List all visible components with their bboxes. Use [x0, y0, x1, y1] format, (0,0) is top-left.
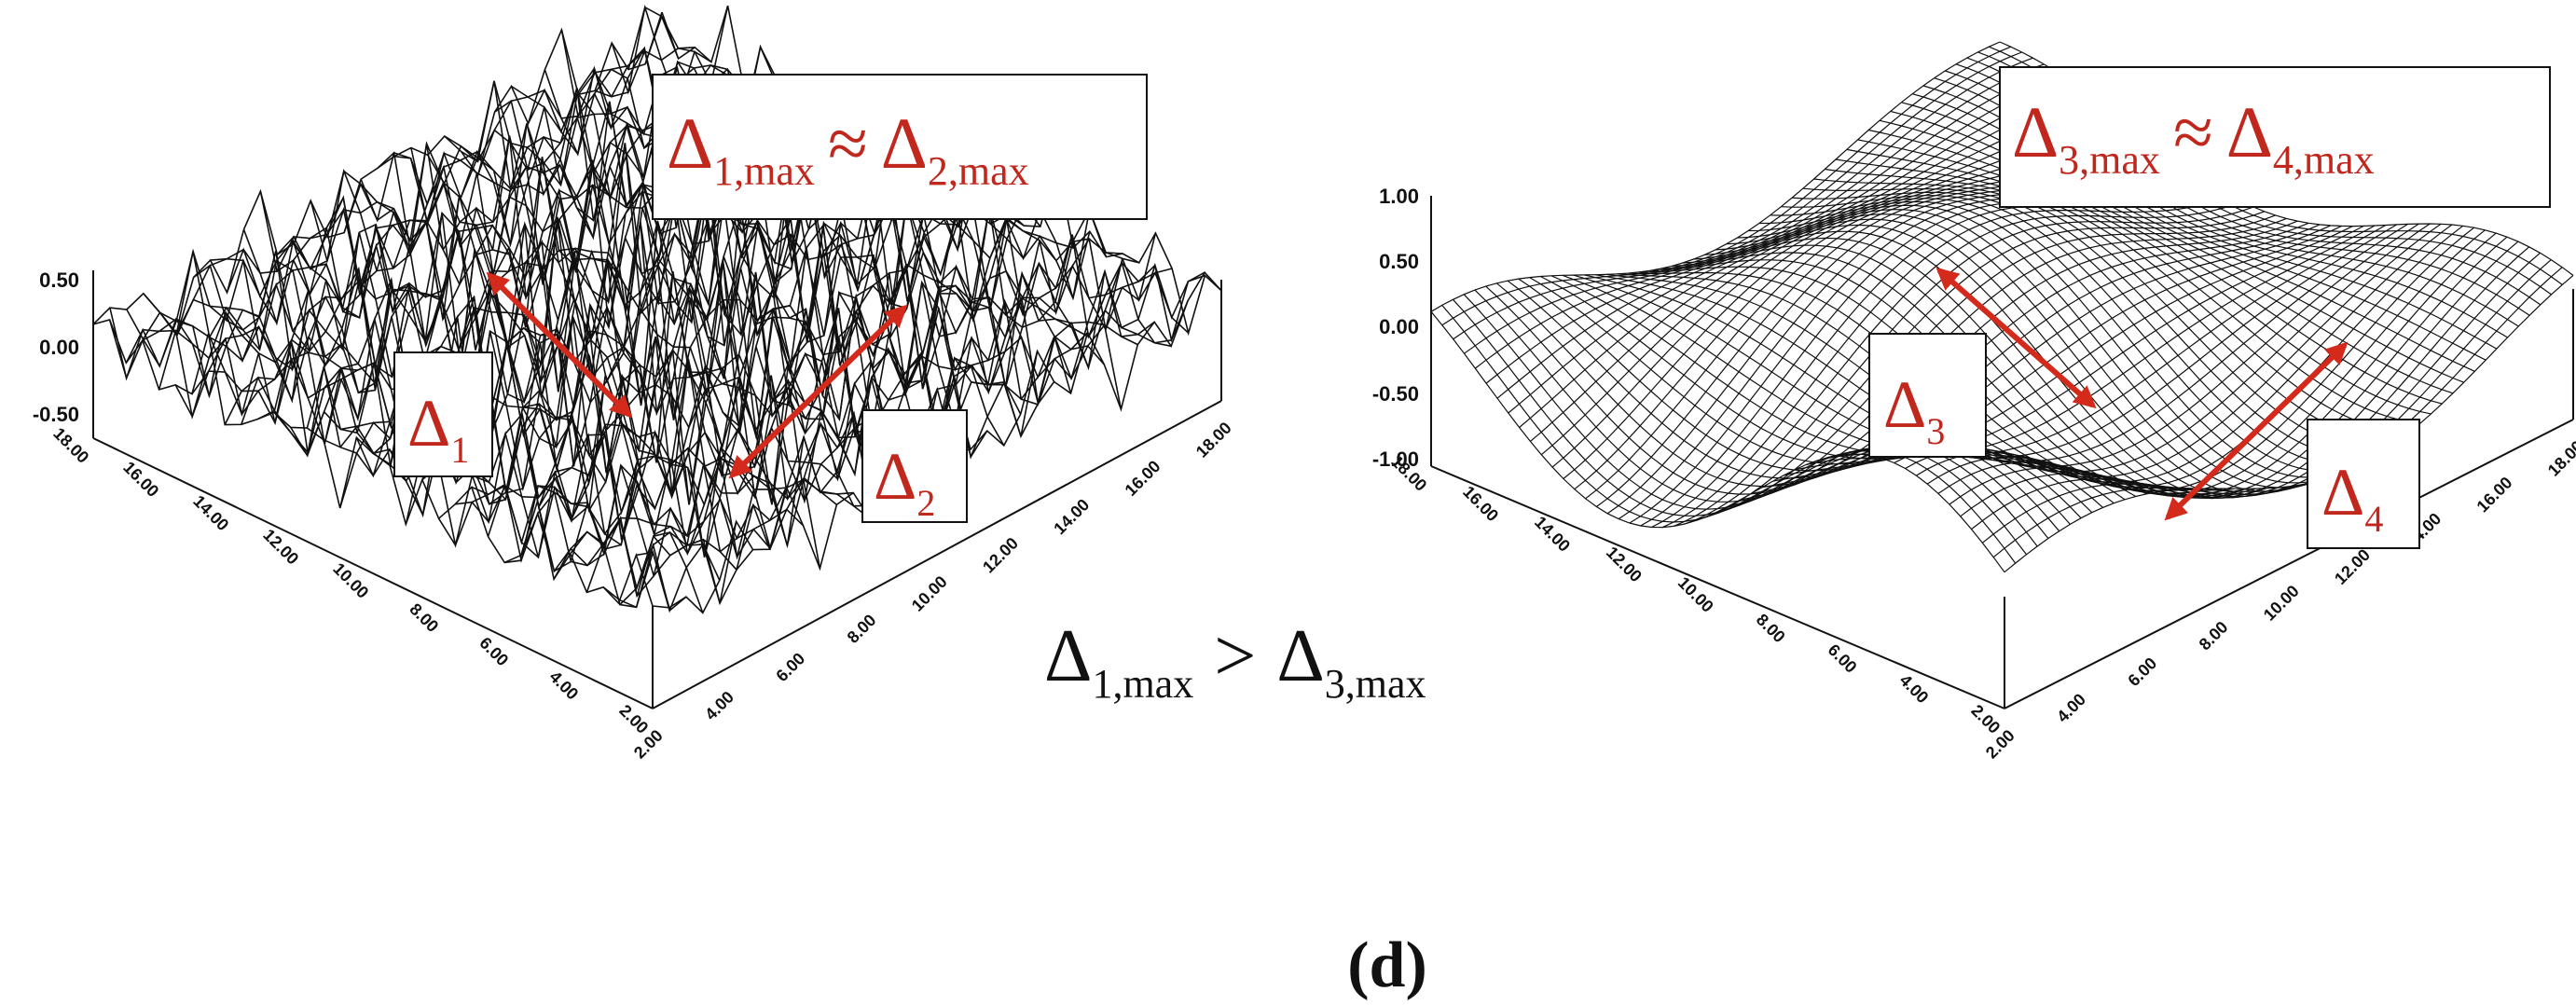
- axis-tick-label: 12.00: [979, 533, 1022, 576]
- mesh-line: [1937, 236, 2508, 499]
- mesh-line: [476, 101, 1039, 437]
- svg-text:Δ2: Δ2: [874, 439, 935, 524]
- left-delta1-arrow: [486, 271, 633, 419]
- mesh-line: [1890, 110, 2464, 383]
- mesh-line: [1453, 51, 2022, 340]
- comparison-equation: Δ1,max > Δ3,max: [1044, 615, 1426, 707]
- mesh-line: [1441, 46, 2012, 326]
- right-delta4-label: Δ4: [2307, 419, 2420, 549]
- mesh-line: [1772, 225, 2342, 482]
- axis-tick-label: 18.00: [1192, 419, 1235, 461]
- right-z-tick: -0.50: [1372, 382, 1419, 406]
- svg-text:Δ1: Δ1: [407, 386, 469, 471]
- mesh-line: [1485, 70, 2056, 384]
- axis-tick-label: 14.00: [189, 491, 232, 534]
- axis-tick-label: 10.00: [1674, 573, 1717, 616]
- svg-text:Δ3: Δ3: [1883, 367, 1945, 452]
- axis-tick-label: 6.00: [2124, 654, 2160, 690]
- mesh-line: [1508, 85, 2077, 414]
- right-delta3-label: Δ3: [1868, 333, 1987, 458]
- right-delta3-arrow: [1935, 267, 2097, 409]
- axis-tick-label: 14.00: [1050, 495, 1093, 538]
- axis-tick-label: 18.00: [2544, 437, 2576, 480]
- mesh-line: [158, 6, 729, 399]
- mesh-line: [1519, 92, 2088, 428]
- right-right-axis-ticks: 2.004.006.008.0010.0012.0014.0016.0018.0…: [1982, 437, 2576, 763]
- axis-tick-label: 14.00: [1531, 513, 1574, 556]
- mesh-line: [2004, 274, 2574, 573]
- axis-tick-label: 16.00: [2473, 473, 2516, 516]
- mesh-line: [1662, 195, 2232, 529]
- panel-right: 1.00 0.50 0.00 -0.50 -1.00 18.00 16.00 14.…: [1372, 41, 2576, 763]
- mesh-line: [1430, 41, 2001, 312]
- mesh-line: [1464, 57, 2033, 354]
- axis-tick-label: 6.00: [772, 649, 808, 685]
- mesh-line: [92, 11, 663, 337]
- axis-tick-label: 10.00: [329, 559, 372, 602]
- figure-caption: (d): [1347, 929, 1427, 1001]
- left-z-tick: 0.00: [39, 336, 79, 359]
- right-z-tick: 0.50: [1379, 250, 1419, 273]
- axis-tick-label: 10.00: [2260, 582, 2303, 625]
- axis-tick-label: 12.00: [2331, 545, 2374, 588]
- right-z-tick: 1.00: [1379, 185, 1419, 208]
- mesh-line: [1573, 274, 2147, 495]
- mesh-line: [1901, 102, 2475, 372]
- mesh-line: [1879, 119, 2454, 394]
- axis-tick-label: 12.00: [1603, 543, 1646, 585]
- left-delta2-arrow: [728, 304, 908, 479]
- mesh-line: [125, 47, 696, 368]
- axis-tick-label: 16.00: [119, 458, 162, 501]
- axis-tick-label: 16.00: [1122, 457, 1164, 500]
- axis-tick-label: 10.00: [908, 572, 951, 615]
- left-delta2-label: Δ2: [861, 409, 968, 524]
- right-delta4-arrow: [2164, 341, 2349, 521]
- right-z-axis: 1.00 0.50 0.00 -0.50 -1.00: [1372, 185, 1432, 471]
- axis-tick-label: 12.00: [259, 526, 302, 569]
- right-left-axis-ticks: 18.0016.0014.0012.0010.008.006.004.002.0…: [1387, 452, 2004, 737]
- axis-tick-label: 16.00: [1459, 482, 1502, 525]
- right-base-box: [1430, 289, 2574, 709]
- svg-text:Δ4: Δ4: [2321, 455, 2383, 540]
- left-equation: Δ1,max ≈ Δ2,max: [667, 103, 1029, 194]
- right-z-tick: 0.00: [1379, 315, 1419, 338]
- mesh-line: [1673, 201, 2243, 527]
- left-z-axis: 0.50 0.00 -0.50: [33, 268, 94, 438]
- mesh-line: [494, 87, 1055, 406]
- mesh-line: [108, 6, 680, 380]
- right-surface-mesh: [1430, 41, 2574, 573]
- right-equation: Δ3,max ≈ Δ4,max: [2012, 91, 2375, 183]
- mesh-line: [1496, 77, 2067, 399]
- axis-tick-label: 18.00: [49, 424, 92, 467]
- axis-tick-label: 4.00: [2053, 690, 2089, 726]
- left-equation-box: Δ1,max ≈ Δ2,max: [652, 74, 1148, 220]
- left-delta1-label: Δ1: [393, 351, 493, 477]
- left-z-tick: 0.50: [39, 268, 79, 292]
- left-z-tick: -0.50: [33, 403, 79, 426]
- mesh-line: [544, 65, 1106, 388]
- axis-tick-label: 8.00: [844, 611, 880, 647]
- right-z-tick: -1.00: [1372, 447, 1419, 471]
- mesh-line: [1474, 63, 2045, 369]
- axis-tick-label: 8.00: [2196, 617, 2232, 654]
- mesh-line: [1684, 206, 2254, 525]
- left-base-box: [92, 280, 1222, 709]
- right-equation-box: Δ3,max ≈ Δ4,max: [1999, 66, 2551, 208]
- axis-tick-label: 4.00: [701, 687, 737, 723]
